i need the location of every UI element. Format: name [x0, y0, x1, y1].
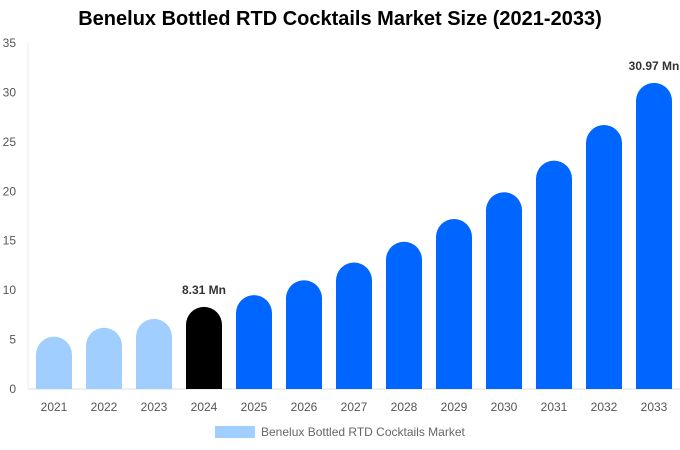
x-tick-label: 2025: [241, 400, 268, 414]
bar-2022[interactable]: [86, 327, 122, 389]
y-tick-label: 25: [3, 135, 17, 149]
x-tick-label: 2023: [141, 400, 168, 414]
legend-swatch: [215, 426, 255, 438]
bar-2033[interactable]: [636, 82, 672, 390]
y-tick-label: 35: [3, 36, 17, 50]
y-tick-label: 15: [3, 234, 17, 248]
bar-2027[interactable]: [336, 262, 372, 389]
x-tick-label: 2031: [541, 400, 568, 414]
x-tick-label: 2022: [91, 400, 118, 414]
bar-2023[interactable]: [136, 318, 172, 389]
bar-2032[interactable]: [586, 125, 622, 389]
bar-2025[interactable]: [236, 295, 272, 389]
x-tick-label: 2026: [291, 400, 318, 414]
y-tick-label: 5: [9, 333, 16, 347]
y-tick-label: 30: [3, 85, 17, 99]
x-tick-label: 2030: [491, 400, 518, 414]
x-tick-label: 2021: [41, 400, 68, 414]
legend[interactable]: Benelux Bottled RTD Cocktails Market: [215, 425, 465, 439]
bar-2024[interactable]: [186, 306, 222, 389]
bar-2031[interactable]: [536, 160, 572, 389]
data-label: 8.31 Mn: [182, 283, 226, 297]
y-tick-label: 20: [3, 184, 17, 198]
bar-2030[interactable]: [486, 192, 522, 389]
x-tick-label: 2029: [441, 400, 468, 414]
bar-2021[interactable]: [36, 336, 72, 389]
bar-2029[interactable]: [436, 218, 472, 389]
y-tick-label: 0: [9, 382, 16, 396]
x-tick-label: 2032: [591, 400, 618, 414]
x-tick-label: 2027: [341, 400, 368, 414]
data-label: 30.97 Mn: [629, 59, 680, 73]
x-tick-label: 2033: [641, 400, 668, 414]
x-tick-label: 2024: [191, 400, 218, 414]
bar-2026[interactable]: [286, 280, 322, 389]
x-tick-label: 2028: [391, 400, 418, 414]
legend-label: Benelux Bottled RTD Cocktails Market: [261, 425, 465, 439]
chart-title: Benelux Bottled RTD Cocktails Market Siz…: [78, 8, 602, 30]
y-tick-label: 10: [3, 283, 17, 297]
bar-2028[interactable]: [386, 241, 422, 389]
